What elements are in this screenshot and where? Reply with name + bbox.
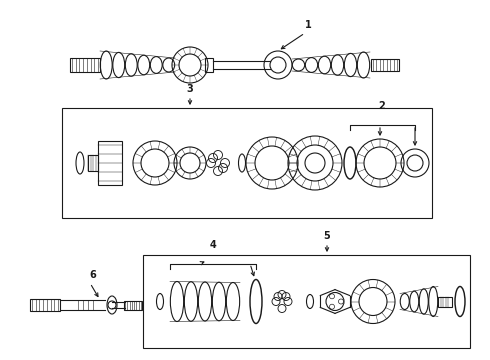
Text: 2: 2: [379, 101, 385, 111]
Bar: [88, 155, 98, 171]
Bar: [30, 299, 60, 311]
Text: 5: 5: [323, 231, 330, 241]
Text: 6: 6: [90, 270, 97, 280]
Text: 1: 1: [305, 20, 311, 30]
Bar: [143, 255, 470, 348]
Bar: [371, 59, 399, 71]
Bar: [205, 58, 213, 72]
Bar: [438, 297, 452, 306]
Bar: [70, 58, 100, 72]
Bar: [124, 301, 142, 310]
Bar: [98, 141, 122, 185]
Text: 4: 4: [210, 239, 217, 249]
Bar: [62, 108, 432, 218]
Text: 3: 3: [187, 84, 194, 94]
